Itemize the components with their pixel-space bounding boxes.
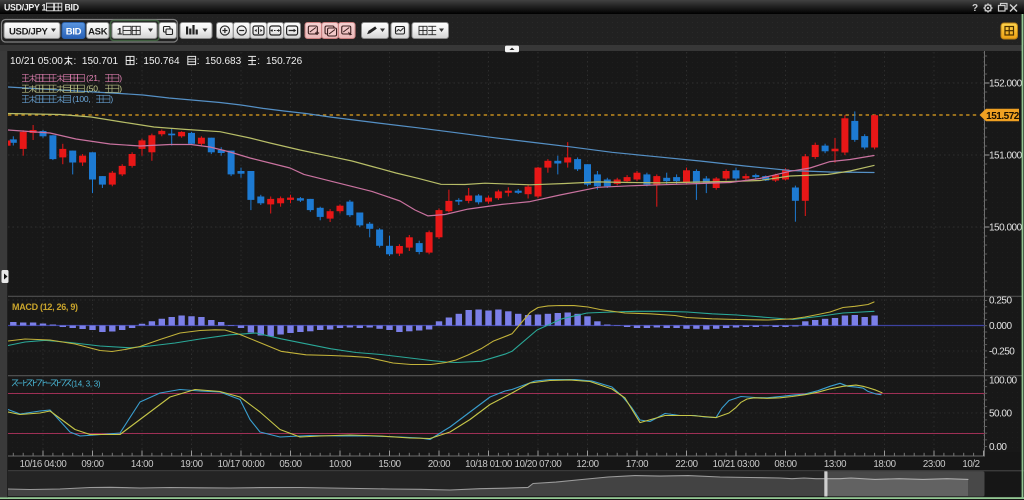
svg-text:150.000: 150.000 — [989, 223, 1023, 234]
svg-text:20:00: 20:00 — [428, 459, 451, 470]
svg-text:ASK: ASK — [88, 26, 108, 37]
svg-text:151.000: 151.000 — [989, 151, 1023, 162]
svg-text:BID: BID — [66, 26, 82, 37]
svg-text:?: ? — [972, 3, 978, 14]
svg-text:MACD (12, 26, 9): MACD (12, 26, 9) — [12, 302, 78, 312]
svg-text:10/16 04:00: 10/16 04:00 — [20, 459, 68, 470]
svg-text:05:00: 05:00 — [279, 459, 302, 470]
svg-text:23:00: 23:00 — [923, 459, 946, 470]
svg-text:17:00: 17:00 — [626, 459, 649, 470]
svg-text:50.00: 50.00 — [989, 409, 1012, 420]
svg-text:13:00: 13:00 — [824, 459, 847, 470]
svg-text:USD/JPY: USD/JPY — [9, 26, 49, 37]
svg-text:10/20 07:00: 10/20 07:00 — [515, 459, 563, 470]
svg-text:151.572: 151.572 — [986, 111, 1020, 122]
svg-text:12:00: 12:00 — [576, 459, 599, 470]
svg-text:09:00: 09:00 — [81, 459, 104, 470]
svg-text:18:00: 18:00 — [873, 459, 896, 470]
svg-text:(100,: (100, — [72, 94, 90, 104]
svg-text:10/17 00:00: 10/17 00:00 — [218, 459, 266, 470]
svg-text:10:00: 10:00 — [329, 459, 352, 470]
svg-text:-0.250: -0.250 — [989, 347, 1015, 358]
svg-text::: : — [257, 56, 260, 67]
svg-text:1: 1 — [117, 26, 123, 37]
svg-text:): ) — [110, 94, 113, 104]
svg-text:0.250: 0.250 — [989, 296, 1012, 307]
svg-text:(21,: (21, — [86, 73, 100, 83]
svg-text:(14, 3, 3): (14, 3, 3) — [71, 379, 101, 388]
svg-text:22:00: 22:00 — [675, 459, 698, 470]
svg-text:10/2: 10/2 — [962, 459, 979, 470]
svg-text:0.00: 0.00 — [989, 442, 1007, 453]
svg-text:15:00: 15:00 — [378, 459, 401, 470]
svg-text:08:00: 08:00 — [774, 459, 797, 470]
svg-text:150.726: 150.726 — [266, 56, 303, 67]
svg-text:10/21 05:00: 10/21 05:00 — [10, 56, 63, 67]
svg-text:USD/JPY 1: USD/JPY 1 — [4, 2, 47, 12]
svg-text:): ) — [119, 73, 122, 83]
svg-text:150.764: 150.764 — [143, 56, 180, 67]
svg-text:10/21 03:00: 10/21 03:00 — [713, 459, 761, 470]
svg-text:14:00: 14:00 — [131, 459, 154, 470]
svg-text:BID: BID — [65, 2, 79, 12]
svg-text:19:00: 19:00 — [180, 459, 203, 470]
svg-text:): ) — [119, 84, 122, 94]
svg-text:150.701: 150.701 — [82, 56, 119, 67]
svg-text:(50,: (50, — [86, 84, 100, 94]
svg-text:0.000: 0.000 — [989, 321, 1012, 332]
svg-text:150.683: 150.683 — [205, 56, 242, 67]
svg-text::: : — [74, 56, 77, 67]
svg-text:10/18 01:00: 10/18 01:00 — [465, 459, 513, 470]
svg-text:152.000: 152.000 — [989, 79, 1023, 90]
svg-text::: : — [197, 56, 200, 67]
svg-text::: : — [135, 56, 138, 67]
svg-text:100.00: 100.00 — [989, 376, 1018, 387]
